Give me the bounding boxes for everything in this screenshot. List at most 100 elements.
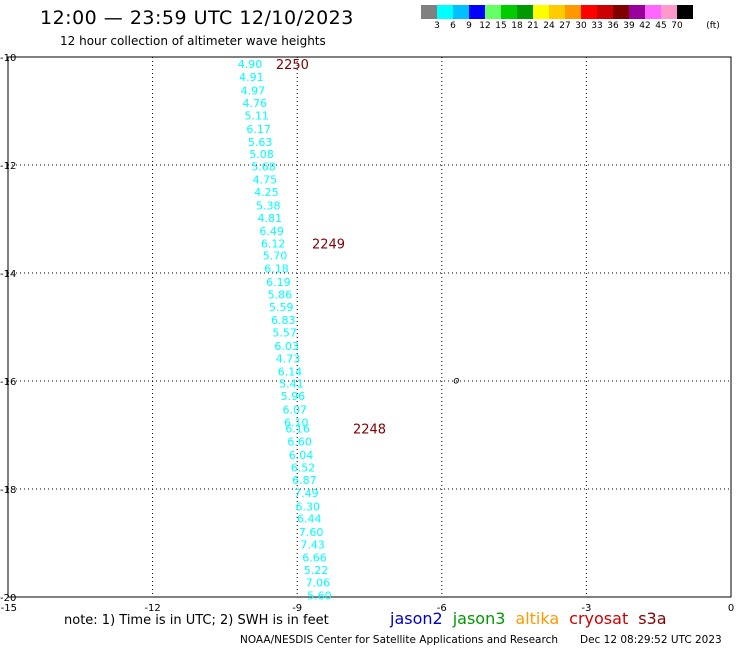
legend-label: 70 xyxy=(671,21,683,31)
satellite-altika: altika xyxy=(515,609,560,628)
legend-swatch xyxy=(421,5,437,19)
legend-label: 24 xyxy=(543,21,555,31)
swh-value: 4.97 xyxy=(241,84,266,97)
y-tick-label: -14 xyxy=(0,269,16,280)
swh-value: 5.63 xyxy=(248,136,273,149)
legend-label: 3 xyxy=(434,21,440,31)
swh-value: 5.08 xyxy=(249,148,274,161)
legend-label: 21 xyxy=(527,21,539,31)
island-marker: o xyxy=(453,375,459,386)
legend-swatch xyxy=(453,5,469,19)
map-subtitle: 12 hour collection of altimeter wave hei… xyxy=(60,34,326,48)
swh-value: 6.04 xyxy=(289,449,314,462)
swh-value: 6.87 xyxy=(292,474,317,487)
legend-swatch xyxy=(597,5,613,19)
legend-swatch xyxy=(549,5,565,19)
satellite-jason2: jason2 xyxy=(390,609,443,628)
swh-value: 6.07 xyxy=(283,404,308,417)
swh-value: 6.16 xyxy=(285,423,310,436)
swh-value: 4.75 xyxy=(253,174,278,187)
legend-label: 6 xyxy=(450,21,456,31)
satellite-cryosat: cryosat xyxy=(569,609,629,628)
swh-value: 6.14 xyxy=(278,365,303,378)
legend-color-bar xyxy=(421,5,693,19)
legend-swatch xyxy=(485,5,501,19)
legend-swatch xyxy=(629,5,645,19)
legend-swatch xyxy=(437,5,453,19)
legend-swatch xyxy=(677,5,693,19)
satellite-jason3: jason3 xyxy=(452,609,506,628)
swh-value: 4.90 xyxy=(238,58,263,71)
legend-label: 18 xyxy=(511,21,523,31)
time-marker: 2248 xyxy=(353,423,386,438)
legend-label: 33 xyxy=(591,21,603,31)
swh-value: 6.03 xyxy=(274,340,299,353)
swh-value: 5.11 xyxy=(244,109,269,122)
swh-value: 7.43 xyxy=(300,539,325,552)
legend-swatch xyxy=(501,5,517,19)
legend-swatch xyxy=(517,5,533,19)
swh-value: 6.19 xyxy=(266,276,291,289)
y-tick-label: -20 xyxy=(0,593,16,604)
satellite-s3a: s3a xyxy=(638,609,667,628)
swh-value: 6.49 xyxy=(259,225,284,238)
swh-value: 5.68 xyxy=(251,161,276,174)
swh-value: 4.81 xyxy=(257,212,282,225)
legend-label: 9 xyxy=(466,21,472,31)
swh-value: 4.91 xyxy=(239,71,264,84)
x-tick-label: -15 xyxy=(1,603,17,614)
legend-swatch xyxy=(533,5,549,19)
swh-value: 5.96 xyxy=(281,390,306,403)
swh-value: 5.86 xyxy=(268,289,293,302)
y-tick-label: -12 xyxy=(0,161,16,172)
legend-labels: (ft) 3 6 9 12 15 18 21 24 27 30 33 36 39 42 45 70 xyxy=(421,19,720,33)
swh-value: 6.12 xyxy=(261,237,286,250)
swh-value: 6.10 xyxy=(284,417,309,430)
swh-value: 6.83 xyxy=(271,314,296,327)
swh-value: 4.73 xyxy=(276,352,301,365)
swh-value: 7.06 xyxy=(306,576,331,589)
swh-value: 6.17 xyxy=(246,123,271,136)
swh-value: 6.18 xyxy=(264,263,289,276)
credit-text: NOAA/NESDIS Center for Satellite Applica… xyxy=(240,634,558,646)
legend-label: 12 xyxy=(479,21,491,31)
swh-value: 4.25 xyxy=(254,186,279,199)
swh-value: 7.49 xyxy=(294,487,319,500)
swh-value: 6.30 xyxy=(296,500,321,513)
wave-height-legend: (ft) 3 6 9 12 15 18 21 24 27 30 33 36 39 42 45 70 xyxy=(421,5,720,33)
legend-label: 30 xyxy=(575,21,587,31)
swh-value: 5.57 xyxy=(272,326,297,339)
swh-value: 4.76 xyxy=(243,97,268,110)
legend-unit: (ft) xyxy=(706,21,720,31)
legend-label: 45 xyxy=(655,21,667,31)
x-tick-label: -9 xyxy=(292,603,302,614)
time-marker: 2250 xyxy=(276,58,309,73)
map-frame xyxy=(7,56,732,598)
legend-swatch xyxy=(565,5,581,19)
legend-swatch xyxy=(581,5,597,19)
legend-swatch xyxy=(613,5,629,19)
swh-value: 5.70 xyxy=(263,250,288,263)
legend-label: 39 xyxy=(623,21,635,31)
footer-note: note: 1) Time is in UTC; 2) SWH is in fe… xyxy=(64,613,329,628)
swh-value: 5.60 xyxy=(307,589,332,602)
x-tick-label: -6 xyxy=(437,603,447,614)
swh-value: 7.60 xyxy=(299,526,324,539)
swh-value: 5.22 xyxy=(304,564,329,577)
time-marker: 2249 xyxy=(312,237,345,252)
swh-value: 6.60 xyxy=(287,435,312,448)
legend-swatch xyxy=(661,5,677,19)
legend-label: 36 xyxy=(607,21,619,31)
legend-label: 42 xyxy=(639,21,651,31)
legend-label: 27 xyxy=(559,21,571,31)
swh-value: 5.59 xyxy=(269,301,294,314)
y-tick-label: -18 xyxy=(0,485,16,496)
swh-value: 6.66 xyxy=(302,552,327,565)
map-title: 12:00 — 23:59 UTC 12/10/2023 xyxy=(40,7,354,29)
swh-value: 5.38 xyxy=(256,200,281,213)
x-tick-label: -12 xyxy=(144,603,160,614)
satellite-legend: jason2 jason3 altika cryosat s3a xyxy=(390,609,677,628)
swh-value: 6.44 xyxy=(297,513,322,526)
legend-swatch xyxy=(469,5,485,19)
